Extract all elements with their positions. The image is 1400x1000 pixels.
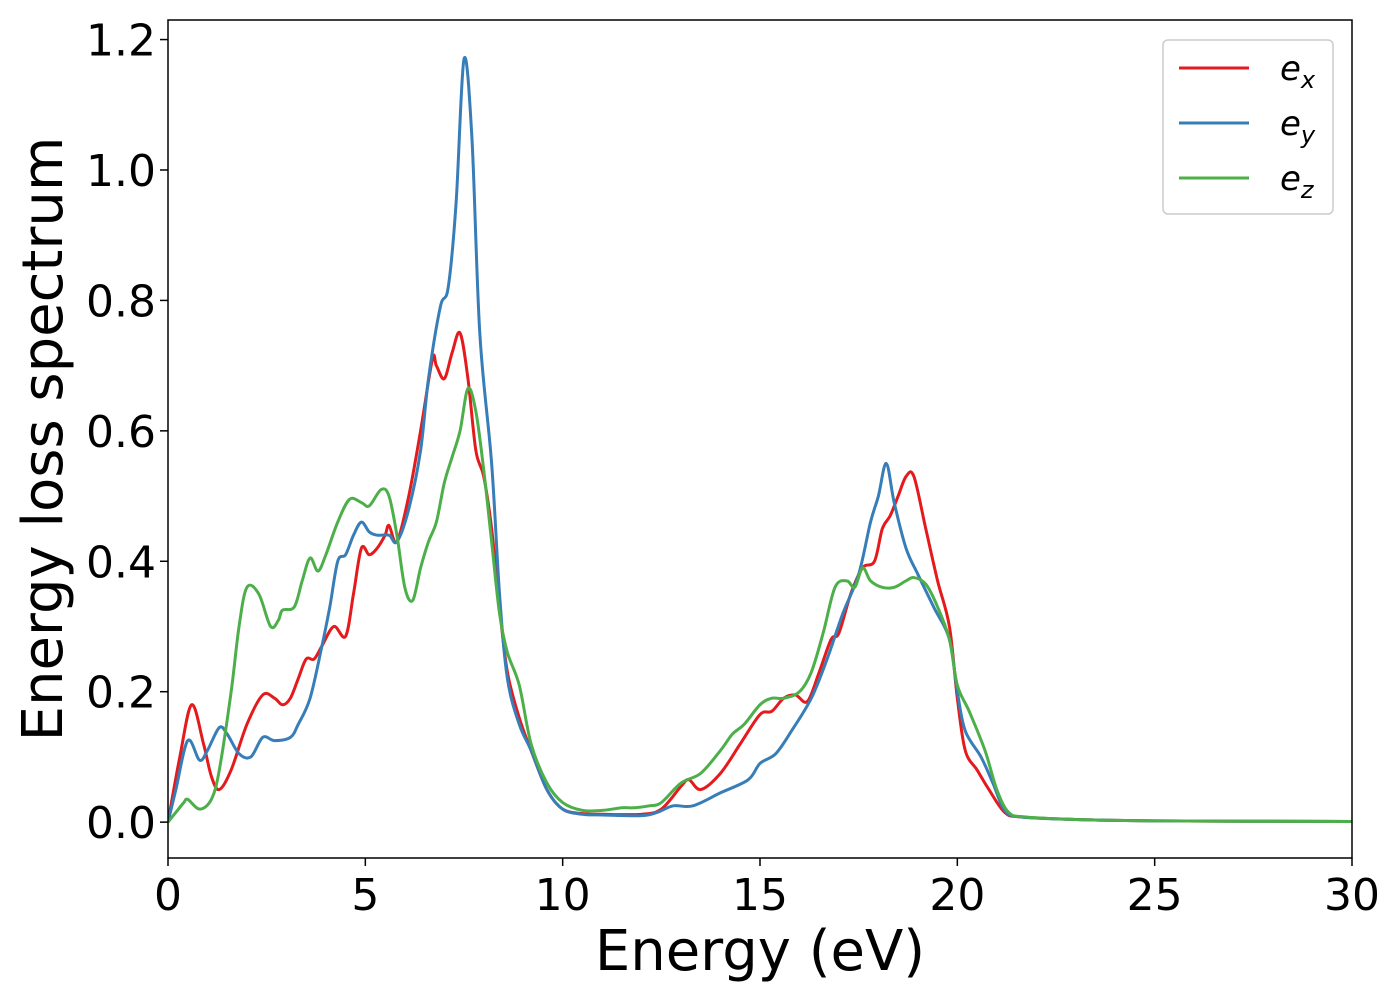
- legend-box: [1162, 39, 1334, 215]
- legend-label: ex: [1280, 49, 1316, 94]
- x-tick-label: 0: [154, 870, 182, 921]
- legend-label: ey: [1280, 104, 1316, 149]
- x-tick-label: 25: [1127, 870, 1183, 921]
- legend-label-subscript: z: [1300, 176, 1315, 204]
- y-tick-label: 1.2: [86, 16, 156, 67]
- legend-item: ey: [1179, 104, 1316, 149]
- x-tick-label: 30: [1324, 870, 1380, 921]
- series-line-e-z: [168, 386, 1352, 824]
- series-layer: [168, 55, 1352, 824]
- y-axis: 0.0 0.2 0.4 0.6 0.8 1.0 1.2: [86, 16, 168, 849]
- y-tick-label: 1.0: [86, 146, 156, 197]
- y-tick-label: 0.0: [86, 798, 156, 849]
- legend-item: ex: [1179, 49, 1316, 94]
- y-tick-label: 0.2: [86, 668, 156, 719]
- series-line-e-y: [168, 55, 1352, 823]
- legend-label-base: e: [1280, 159, 1301, 199]
- x-tick-label: 10: [535, 870, 591, 921]
- y-axis-label: Energy loss spectrum: [11, 137, 76, 742]
- legend-label-base: e: [1280, 104, 1301, 144]
- legend-label-base: e: [1280, 49, 1301, 89]
- legend-item: ez: [1179, 159, 1315, 204]
- y-tick-label: 0.6: [86, 407, 156, 458]
- legend-label-subscript: x: [1300, 66, 1316, 94]
- y-tick-label: 0.4: [86, 537, 156, 588]
- x-tick-label: 20: [929, 870, 985, 921]
- y-tick-label: 0.8: [86, 276, 156, 327]
- legend-label: ez: [1280, 159, 1315, 204]
- x-tick-label: 15: [732, 870, 788, 921]
- x-axis: 0 5 10 15 20 25 30: [154, 858, 1380, 921]
- x-tick-label: 5: [351, 870, 379, 921]
- legend-label-subscript: y: [1300, 121, 1316, 149]
- x-axis-label: Energy (eV): [595, 919, 925, 984]
